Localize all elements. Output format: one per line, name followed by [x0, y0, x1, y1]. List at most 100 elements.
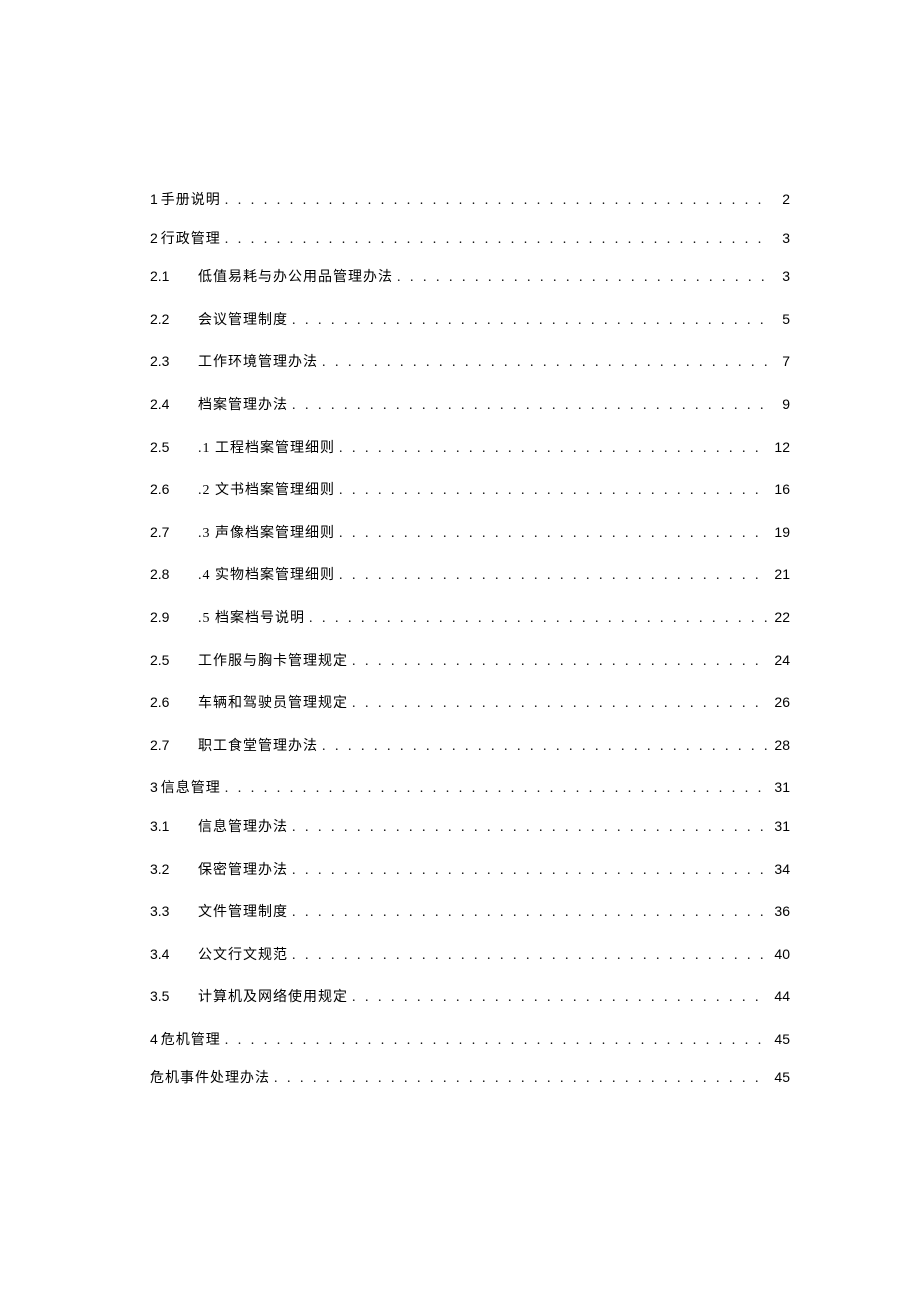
toc-subsection-number: 2.4: [150, 395, 198, 415]
toc-subsection-title: .5 档案档号说明: [198, 609, 305, 629]
toc-leader-dots: . . . . . . . . . . . . . . . . . . . . …: [309, 609, 768, 629]
toc-subsection-title: 低值易耗与办公用品管理办法: [198, 268, 393, 288]
toc-subsection-number: 2.5: [150, 651, 198, 671]
toc-subsection-number: 2.6: [150, 480, 198, 500]
toc-page-number: 19: [772, 523, 790, 543]
toc-leader-dots: . . . . . . . . . . . . . . . . . . . . …: [322, 353, 768, 373]
toc-entry: 3.5计算机及网络使用规定. . . . . . . . . . . . . .…: [150, 987, 790, 1008]
toc-subsection-title: .3 声像档案管理细则: [198, 524, 335, 544]
toc-entry: 2.7.3 声像档案管理细则. . . . . . . . . . . . . …: [150, 523, 790, 544]
toc-leader-dots: . . . . . . . . . . . . . . . . . . . . …: [352, 988, 768, 1008]
toc-entry: 2.7职工食堂管理办法. . . . . . . . . . . . . . .…: [150, 736, 790, 757]
toc-subsection-title: .4 实物档案管理细则: [198, 566, 335, 586]
toc-leader-dots: . . . . . . . . . . . . . . . . . . . . …: [225, 191, 768, 211]
toc-page-number: 12: [772, 438, 790, 458]
toc-entry: 3.2保密管理办法. . . . . . . . . . . . . . . .…: [150, 860, 790, 881]
toc-entry: 2.6.2 文书档案管理细则. . . . . . . . . . . . . …: [150, 480, 790, 501]
toc-section-title: 行政管理: [161, 230, 221, 250]
toc-entry: 2.4档案管理办法. . . . . . . . . . . . . . . .…: [150, 395, 790, 416]
toc-entry: 2.6车辆和驾驶员管理规定. . . . . . . . . . . . . .…: [150, 693, 790, 714]
toc-page-number: 44: [772, 987, 790, 1007]
toc-section-title: 信息管理: [161, 779, 221, 799]
toc-entry: 2.5.1 工程档案管理细则. . . . . . . . . . . . . …: [150, 438, 790, 459]
toc-page-number: 16: [772, 480, 790, 500]
toc-subsection-number: 2.2: [150, 310, 198, 330]
toc-page-number: 9: [772, 395, 790, 415]
toc-entry: 2.9.5 档案档号说明. . . . . . . . . . . . . . …: [150, 608, 790, 629]
toc-section-title: 手册说明: [161, 191, 221, 211]
toc-page-number: 31: [772, 778, 790, 798]
toc-page-number: 34: [772, 860, 790, 880]
toc-page-number: 3: [772, 267, 790, 287]
toc-section-number: 2: [150, 229, 159, 249]
toc-subsection-title: 工作环境管理办法: [198, 353, 318, 373]
toc-leader-dots: . . . . . . . . . . . . . . . . . . . . …: [322, 737, 768, 757]
toc-leader-dots: . . . . . . . . . . . . . . . . . . . . …: [292, 311, 768, 331]
toc-leader-dots: . . . . . . . . . . . . . . . . . . . . …: [339, 566, 768, 586]
toc-subsection-number: 3.5: [150, 987, 198, 1007]
toc-subsection-number: 2.7: [150, 523, 198, 543]
toc-entry: 2.2会议管理制度. . . . . . . . . . . . . . . .…: [150, 310, 790, 331]
toc-leader-dots: . . . . . . . . . . . . . . . . . . . . …: [292, 396, 768, 416]
toc-page-number: 21: [772, 565, 790, 585]
toc-page-number: 22: [772, 608, 790, 628]
toc-leader-dots: . . . . . . . . . . . . . . . . . . . . …: [225, 779, 768, 799]
toc-leader-dots: . . . . . . . . . . . . . . . . . . . . …: [292, 861, 768, 881]
toc-leader-dots: . . . . . . . . . . . . . . . . . . . . …: [292, 903, 768, 923]
toc-page-number: 40: [772, 945, 790, 965]
toc-plain-title: 危机事件处理办法: [150, 1069, 270, 1089]
toc-leader-dots: . . . . . . . . . . . . . . . . . . . . …: [397, 268, 768, 288]
toc-subsection-number: 2.6: [150, 693, 198, 713]
toc-page-number: 26: [772, 693, 790, 713]
toc-subsection-title: 会议管理制度: [198, 311, 288, 331]
toc-page-number: 45: [772, 1068, 790, 1088]
toc-subsection-number: 3.1: [150, 817, 198, 837]
toc-entry: 3.1信息管理办法. . . . . . . . . . . . . . . .…: [150, 817, 790, 838]
toc-entry: 3.3文件管理制度. . . . . . . . . . . . . . . .…: [150, 902, 790, 923]
toc-page-number: 31: [772, 817, 790, 837]
toc-subsection-title: .1 工程档案管理细则: [198, 439, 335, 459]
toc-entry: 1手册说明. . . . . . . . . . . . . . . . . .…: [150, 190, 790, 211]
toc-leader-dots: . . . . . . . . . . . . . . . . . . . . …: [274, 1069, 768, 1089]
toc-entry: 4危机管理. . . . . . . . . . . . . . . . . .…: [150, 1030, 790, 1051]
toc-subsection-number: 2.8: [150, 565, 198, 585]
toc-subsection-number: 3.4: [150, 945, 198, 965]
toc-page-number: 2: [772, 190, 790, 210]
toc-entry: 2行政管理. . . . . . . . . . . . . . . . . .…: [150, 229, 790, 250]
toc-subsection-title: 工作服与胸卡管理规定: [198, 652, 348, 672]
toc-page-number: 36: [772, 902, 790, 922]
toc-leader-dots: . . . . . . . . . . . . . . . . . . . . …: [292, 818, 768, 838]
table-of-contents: 1手册说明. . . . . . . . . . . . . . . . . .…: [150, 190, 790, 1089]
toc-subsection-number: 3.2: [150, 860, 198, 880]
toc-entry: 2.8.4 实物档案管理细则. . . . . . . . . . . . . …: [150, 565, 790, 586]
toc-section-title: 危机管理: [161, 1031, 221, 1051]
toc-subsection-number: 3.3: [150, 902, 198, 922]
toc-entry: 2.3工作环境管理办法. . . . . . . . . . . . . . .…: [150, 352, 790, 373]
toc-entry: 3信息管理. . . . . . . . . . . . . . . . . .…: [150, 778, 790, 799]
toc-section-number: 4: [150, 1030, 159, 1050]
toc-subsection-number: 2.3: [150, 352, 198, 372]
toc-subsection-title: .2 文书档案管理细则: [198, 481, 335, 501]
toc-subsection-title: 信息管理办法: [198, 818, 288, 838]
toc-subsection-title: 文件管理制度: [198, 903, 288, 923]
toc-entry: 危机事件处理办法. . . . . . . . . . . . . . . . …: [150, 1068, 790, 1089]
toc-page-number: 45: [772, 1030, 790, 1050]
toc-leader-dots: . . . . . . . . . . . . . . . . . . . . …: [225, 1031, 768, 1051]
toc-leader-dots: . . . . . . . . . . . . . . . . . . . . …: [339, 439, 768, 459]
toc-leader-dots: . . . . . . . . . . . . . . . . . . . . …: [225, 230, 768, 250]
toc-leader-dots: . . . . . . . . . . . . . . . . . . . . …: [352, 652, 768, 672]
toc-page-number: 24: [772, 651, 790, 671]
toc-subsection-title: 职工食堂管理办法: [198, 737, 318, 757]
toc-subsection-title: 档案管理办法: [198, 396, 288, 416]
toc-subsection-title: 计算机及网络使用规定: [198, 988, 348, 1008]
toc-subsection-title: 保密管理办法: [198, 861, 288, 881]
toc-leader-dots: . . . . . . . . . . . . . . . . . . . . …: [339, 481, 768, 501]
toc-subsection-number: 2.5: [150, 438, 198, 458]
toc-page-number: 5: [772, 310, 790, 330]
toc-section-number: 1: [150, 190, 159, 210]
toc-leader-dots: . . . . . . . . . . . . . . . . . . . . …: [352, 694, 768, 714]
toc-subsection-number: 2.7: [150, 736, 198, 756]
toc-page-number: 28: [772, 736, 790, 756]
toc-leader-dots: . . . . . . . . . . . . . . . . . . . . …: [292, 946, 768, 966]
toc-subsection-title: 车辆和驾驶员管理规定: [198, 694, 348, 714]
